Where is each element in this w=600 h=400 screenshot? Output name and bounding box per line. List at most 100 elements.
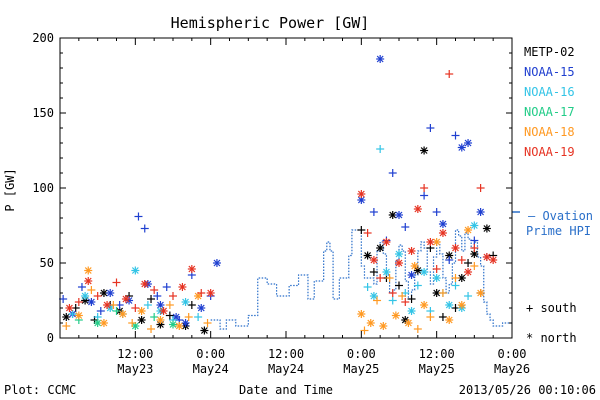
south-marker: [476, 184, 485, 192]
star-stroke: [103, 301, 111, 309]
north-marker: [464, 139, 473, 147]
star-stroke: [357, 310, 365, 318]
star-stroke: [81, 292, 89, 300]
south-marker: [373, 296, 382, 305]
y-tick-label: 100: [32, 181, 54, 195]
north-marker: [420, 146, 429, 155]
star-stroke: [395, 250, 403, 258]
south-marker: [357, 226, 366, 234]
north-marker: [81, 292, 90, 300]
star-stroke: [370, 292, 378, 300]
star-stroke: [395, 211, 403, 219]
x-tick-date: May26: [494, 362, 530, 376]
north-marker: [395, 250, 403, 258]
north-marker: [118, 310, 127, 318]
north-marker: [470, 250, 479, 258]
south-marker: [150, 313, 159, 321]
star-stroke: [175, 322, 183, 330]
y-tick-label: 50: [40, 256, 54, 270]
north-marker: [121, 295, 130, 303]
star-stroke: [200, 327, 208, 334]
star-stroke: [464, 226, 472, 234]
south-marker: [169, 292, 177, 300]
star-stroke: [207, 289, 215, 297]
south-marker: [194, 313, 203, 321]
star-stroke: [125, 297, 133, 304]
south-marker: [401, 223, 410, 231]
south-marker: [432, 265, 441, 273]
north-marker: [404, 319, 413, 327]
north-marker: [131, 266, 140, 275]
north-marker: [451, 244, 460, 252]
star-stroke: [433, 274, 441, 282]
star-stroke: [160, 307, 168, 315]
north-marker: [137, 316, 146, 324]
north-marker: [181, 319, 190, 327]
north-marker: [137, 307, 146, 315]
south-marker: [420, 184, 429, 192]
south-marker: [87, 286, 96, 294]
south-marker: [165, 301, 174, 309]
north-marker: [206, 289, 215, 297]
south-marker: [369, 208, 378, 216]
star-stroke: [408, 247, 415, 255]
south-marker: [451, 274, 460, 282]
star-stroke: [106, 289, 114, 297]
star-stroke: [458, 301, 466, 309]
star-stroke: [392, 312, 400, 319]
star-stroke: [194, 292, 202, 300]
north-marker: [395, 211, 403, 219]
north-marker: [212, 259, 221, 267]
north-marker: [476, 208, 485, 216]
legend-entry: NOAA-18: [524, 125, 575, 139]
star-stroke: [213, 259, 221, 267]
south-marker: [388, 296, 397, 305]
star-stroke: [439, 229, 447, 237]
north-marker: [357, 190, 366, 198]
south-marker: [128, 319, 137, 327]
star-stroke: [157, 316, 164, 324]
north-marker: [420, 301, 429, 309]
star-stroke: [169, 321, 177, 328]
north-marker: [187, 265, 196, 273]
star-stroke: [395, 259, 403, 267]
south-marker: [464, 292, 473, 300]
south-marker: [62, 322, 71, 330]
star-stroke: [62, 313, 70, 321]
south-marker: [445, 256, 454, 264]
legend-entry: NOAA-17: [524, 105, 575, 119]
south-marker: [426, 313, 435, 321]
north-marker: [87, 298, 96, 306]
star-stroke: [426, 238, 434, 246]
star-stroke: [131, 267, 139, 274]
south-marker: [197, 289, 206, 297]
star-stroke: [100, 289, 108, 297]
x-tick-time: 0:00: [498, 347, 527, 361]
star-stroke: [439, 220, 447, 228]
star-stroke: [138, 316, 146, 324]
star-stroke: [122, 295, 130, 303]
marker-layer: [59, 55, 498, 335]
star-stroke: [445, 301, 453, 309]
north-marker: [445, 316, 454, 324]
star-stroke: [94, 319, 102, 327]
south-marker: [445, 70, 454, 78]
north-marker: [363, 251, 372, 260]
north-marker: [395, 259, 403, 267]
south-marker: [140, 224, 149, 233]
south-marker: [369, 268, 378, 276]
north-marker: [464, 226, 473, 234]
star-stroke: [477, 289, 485, 297]
y-tick-label: 150: [32, 106, 54, 120]
star-stroke: [182, 298, 189, 306]
south-marker: [413, 325, 422, 333]
star-stroke: [464, 268, 472, 276]
north-marker: [156, 301, 165, 309]
south-marker: [77, 283, 86, 291]
south-marker: [74, 298, 83, 306]
north-marker: [74, 311, 83, 320]
south-marker: [147, 295, 156, 303]
south-marker: [457, 256, 466, 264]
star-stroke: [408, 307, 415, 315]
